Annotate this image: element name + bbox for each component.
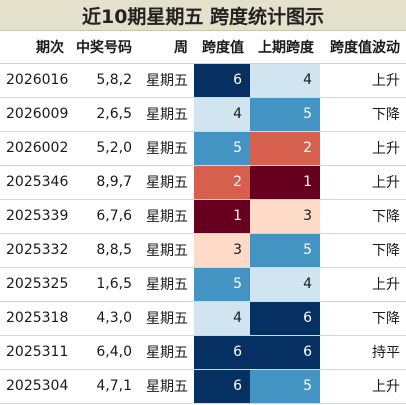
cell-prev-span: 4 — [250, 63, 320, 98]
cell-numbers: 5,8,2 — [70, 63, 138, 98]
cell-prev-span: 4 — [250, 267, 320, 302]
cell-span: 5 — [194, 131, 250, 166]
cell-issue: 2025346 — [0, 165, 70, 200]
header-week: 周 — [138, 31, 194, 64]
header-trend: 跨度值波动 — [320, 31, 406, 64]
cell-issue: 2025304 — [0, 369, 70, 404]
table-row: 2026009 2,6,5 星期五 4 5 下降 — [0, 97, 406, 132]
cell-week: 星期五 — [138, 63, 194, 98]
cell-trend: 上升 — [320, 165, 406, 200]
cell-trend: 持平 — [320, 335, 406, 370]
cell-issue: 2026009 — [0, 97, 70, 132]
table-row: 2025325 1,6,5 星期五 5 4 上升 — [0, 267, 406, 302]
cell-span: 2 — [194, 165, 250, 200]
cell-trend: 上升 — [320, 63, 406, 98]
cell-numbers: 1,6,5 — [70, 267, 138, 302]
table-body: 2026016 5,8,2 星期五 6 4 上升 2026009 2,6,5 星期五 4 5 下降 20… — [0, 63, 406, 404]
cell-numbers: 8,9,7 — [70, 165, 138, 200]
cell-numbers: 4,3,0 — [70, 301, 138, 336]
cell-prev-span: 3 — [250, 199, 320, 234]
header-numbers: 中奖号码 — [70, 31, 138, 64]
cell-issue: 2025332 — [0, 233, 70, 268]
cell-numbers: 2,6,5 — [70, 97, 138, 132]
cell-trend: 下降 — [320, 97, 406, 132]
table-row: 2025304 4,7,1 星期五 6 5 上升 — [0, 369, 406, 404]
cell-trend: 下降 — [320, 233, 406, 268]
cell-prev-span: 5 — [250, 97, 320, 132]
cell-week: 星期五 — [138, 97, 194, 132]
cell-span: 3 — [194, 233, 250, 268]
cell-issue: 2025325 — [0, 267, 70, 302]
cell-numbers: 6,4,0 — [70, 335, 138, 370]
table-row: 2026016 5,8,2 星期五 6 4 上升 — [0, 63, 406, 98]
cell-week: 星期五 — [138, 199, 194, 234]
cell-prev-span: 1 — [250, 165, 320, 200]
cell-issue: 2025339 — [0, 199, 70, 234]
cell-numbers: 8,8,5 — [70, 233, 138, 268]
header-span: 跨度值 — [194, 31, 250, 64]
cell-week: 星期五 — [138, 267, 194, 302]
cell-trend: 上升 — [320, 369, 406, 404]
table-row: 2025339 6,7,6 星期五 1 3 下降 — [0, 199, 406, 234]
table-row: 2026002 5,2,0 星期五 5 2 上升 — [0, 131, 406, 166]
cell-span: 1 — [194, 199, 250, 234]
cell-week: 星期五 — [138, 335, 194, 370]
table-row: 2025311 6,4,0 星期五 6 6 持平 — [0, 335, 406, 370]
table-row: 2025332 8,8,5 星期五 3 5 下降 — [0, 233, 406, 268]
cell-issue: 2025311 — [0, 335, 70, 370]
cell-trend: 上升 — [320, 267, 406, 302]
cell-trend: 下降 — [320, 199, 406, 234]
cell-numbers: 6,7,6 — [70, 199, 138, 234]
cell-span: 6 — [194, 369, 250, 404]
cell-week: 星期五 — [138, 369, 194, 404]
cell-week: 星期五 — [138, 131, 194, 166]
cell-issue: 2025318 — [0, 301, 70, 336]
header-row: 期次 中奖号码 周 跨度值 上期跨度 跨度值波动 — [0, 31, 406, 64]
cell-trend: 下降 — [320, 301, 406, 336]
cell-issue: 2026016 — [0, 63, 70, 98]
cell-trend: 上升 — [320, 131, 406, 166]
cell-span: 5 — [194, 267, 250, 302]
header-prev-span: 上期跨度 — [250, 31, 320, 64]
cell-span: 6 — [194, 335, 250, 370]
table-row: 2025346 8,9,7 星期五 2 1 上升 — [0, 165, 406, 200]
span-stats-table: 期次 中奖号码 周 跨度值 上期跨度 跨度值波动 2026016 5,8,2 星期五… — [0, 31, 406, 404]
cell-prev-span: 5 — [250, 233, 320, 268]
cell-span: 4 — [194, 97, 250, 132]
cell-prev-span: 5 — [250, 369, 320, 404]
cell-issue: 2026002 — [0, 131, 70, 166]
cell-prev-span: 2 — [250, 131, 320, 166]
table-title: 近10期星期五 跨度统计图示 — [0, 0, 406, 31]
header-issue: 期次 — [0, 31, 70, 64]
cell-prev-span: 6 — [250, 335, 320, 370]
cell-week: 星期五 — [138, 165, 194, 200]
cell-numbers: 5,2,0 — [70, 131, 138, 166]
table-row: 2025318 4,3,0 星期五 4 6 下降 — [0, 301, 406, 336]
cell-week: 星期五 — [138, 233, 194, 268]
cell-numbers: 4,7,1 — [70, 369, 138, 404]
cell-span: 4 — [194, 301, 250, 336]
cell-prev-span: 6 — [250, 301, 320, 336]
cell-span: 6 — [194, 63, 250, 98]
cell-week: 星期五 — [138, 301, 194, 336]
